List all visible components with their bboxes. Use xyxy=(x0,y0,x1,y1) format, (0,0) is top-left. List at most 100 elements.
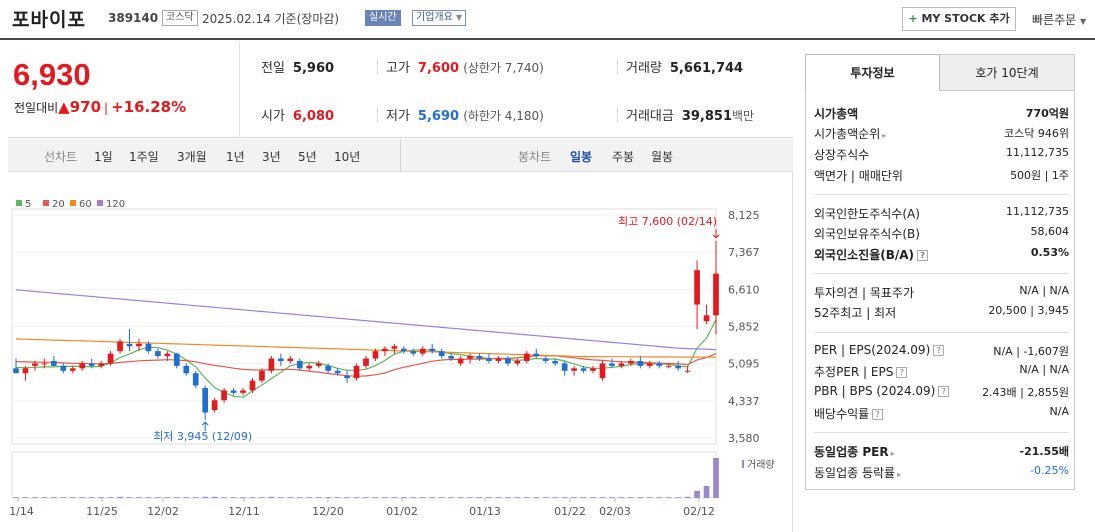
arrow-right-icon[interactable]: ▸ xyxy=(897,470,902,479)
info-row: 투자의견 | 목표주가 N/A | N/A xyxy=(814,282,1069,302)
arrow-right-icon[interactable]: ▸ xyxy=(882,131,887,140)
volume-bar xyxy=(230,497,237,498)
candle-body xyxy=(599,363,606,379)
period-1w[interactable]: 1주일 xyxy=(129,150,159,164)
volume-frame xyxy=(11,451,717,499)
candle-body xyxy=(296,360,303,369)
info-value: 770억원 xyxy=(1025,107,1069,120)
realtime-button[interactable]: 실시간 xyxy=(365,10,401,26)
candle-body xyxy=(126,343,133,347)
candle-body xyxy=(523,353,530,361)
quick-order-link[interactable]: 빠른주문 ▼ xyxy=(1032,11,1086,28)
candle-body xyxy=(486,358,492,361)
y-tick-label: 3,580 xyxy=(728,432,760,445)
volume-bar xyxy=(372,497,379,498)
candle-body xyxy=(183,365,190,374)
price-stats: 전일 5,960 고가 7,600 (상한가 7,740) 거래량 5,661,744… xyxy=(241,42,793,138)
info-label: 배당수익률? xyxy=(814,405,884,422)
info-row: 액면가 | 매매단위 500원 | 1주 xyxy=(814,165,1069,185)
volume-bar xyxy=(211,496,218,498)
volume-bar xyxy=(155,497,161,498)
candle-body xyxy=(542,358,549,361)
x-tick-label: 01/22 xyxy=(554,505,586,518)
candle-body xyxy=(448,356,454,359)
invest-info-body: 시가총액 770억원 시가총액순위 ▸ 코스닥 946위 상장주식수 11,112,735 액… xyxy=(805,91,1075,490)
candle-body xyxy=(505,358,511,364)
period-1y[interactable]: 1년 xyxy=(226,150,245,164)
info-row[interactable]: 배당수익률? N/A xyxy=(814,403,1069,423)
current-price: 6,930 xyxy=(13,57,91,92)
period-3y[interactable]: 3년 xyxy=(262,150,281,164)
info-value: N/A | -1,607원 xyxy=(993,345,1069,358)
x-tick-label: 12/20 xyxy=(312,505,344,518)
info-value: 11,112,735 xyxy=(1006,205,1069,218)
volume-bar xyxy=(618,497,625,498)
volume-bar xyxy=(259,497,265,498)
help-icon[interactable]: ? xyxy=(872,409,884,420)
info-row: 시가총액 770억원 xyxy=(814,103,1069,123)
volume-bar xyxy=(164,497,171,498)
panel-divider xyxy=(814,332,1069,333)
arrow-right-icon[interactable]: ▸ xyxy=(890,449,895,458)
x-tick-label: 12/11 xyxy=(228,505,260,518)
help-icon[interactable]: ? xyxy=(933,345,945,356)
candle-body xyxy=(590,368,596,371)
divider xyxy=(617,107,618,123)
period-10y[interactable]: 10년 xyxy=(334,150,361,164)
info-value: 58,604 xyxy=(1030,225,1070,238)
volume-bar xyxy=(69,497,76,498)
period-5y[interactable]: 5년 xyxy=(298,150,317,164)
candle-body xyxy=(117,341,123,352)
open-value: 6,080 xyxy=(292,109,335,124)
legend-label: 60 xyxy=(79,199,92,210)
period-3m[interactable]: 3개월 xyxy=(177,150,207,164)
period-1d[interactable]: 1일 xyxy=(94,150,113,164)
stock-name: 포바이포 xyxy=(12,9,86,31)
info-row[interactable]: 동일업종 PER ▸ -21.55배 xyxy=(814,441,1069,461)
change-percent: +16.28% xyxy=(111,98,187,116)
candle-weekly[interactable]: 주봉 xyxy=(612,150,635,164)
candle-monthly[interactable]: 월봉 xyxy=(651,150,674,164)
candle-body xyxy=(533,353,540,357)
help-icon[interactable]: ? xyxy=(896,367,908,378)
tab-quote-10[interactable]: 호가 10단계 xyxy=(940,54,1075,91)
volume-bar xyxy=(136,497,142,498)
volume-bar xyxy=(646,497,653,498)
info-row[interactable]: 추정PER | EPS? N/A | N/A xyxy=(814,361,1069,381)
volume-bar xyxy=(344,497,350,498)
volume-bar xyxy=(542,497,549,498)
candle-body xyxy=(32,363,38,366)
candle-body xyxy=(637,360,644,366)
volume-value: 5,661,744 xyxy=(669,61,744,76)
info-row[interactable]: PER | EPS(2024.09)? N/A | -1,607원 xyxy=(814,341,1069,361)
help-icon[interactable]: ? xyxy=(917,250,929,261)
volume-bar xyxy=(523,497,530,498)
info-row[interactable]: 동일업종 등락률 ▸ -0.25% xyxy=(814,462,1069,482)
company-info-dropdown[interactable]: 기업개요 ▼ xyxy=(412,10,467,26)
volume-bar xyxy=(107,497,114,498)
amount-label: 거래대금 xyxy=(626,109,674,124)
candle-body xyxy=(609,363,615,366)
low-arrow-icon xyxy=(201,421,209,432)
info-row[interactable]: PBR | BPS (2024.09)? 2.43배 | 2,855원 xyxy=(814,382,1069,402)
candle-body xyxy=(580,368,587,371)
candle-body xyxy=(79,363,86,369)
volume-bar xyxy=(126,497,133,498)
tab-invest-info[interactable]: 투자정보 xyxy=(805,54,940,91)
market-badge: 코스닥 xyxy=(162,10,198,26)
upper-limit: (상한가 7,740) xyxy=(463,61,544,75)
help-icon[interactable]: ? xyxy=(938,386,950,397)
volume-bar xyxy=(505,497,511,498)
ma-line-20 xyxy=(15,353,717,377)
add-mystock-button[interactable]: + MY STOCK 추가 xyxy=(902,7,1016,31)
volume-bar xyxy=(41,497,48,498)
x-tick-label: 11/25 xyxy=(86,505,118,518)
candle-body xyxy=(249,380,256,391)
volume-bar xyxy=(476,497,483,498)
info-row[interactable]: 시가총액순위 ▸ 코스닥 946위 xyxy=(814,123,1069,143)
candle-body xyxy=(315,363,322,366)
volume-bar xyxy=(88,497,95,498)
candle-daily[interactable]: 일봉 xyxy=(570,150,593,164)
info-row[interactable]: 외국인소진율(B/A)? 0.53% xyxy=(814,244,1069,264)
candle-body xyxy=(325,365,331,371)
